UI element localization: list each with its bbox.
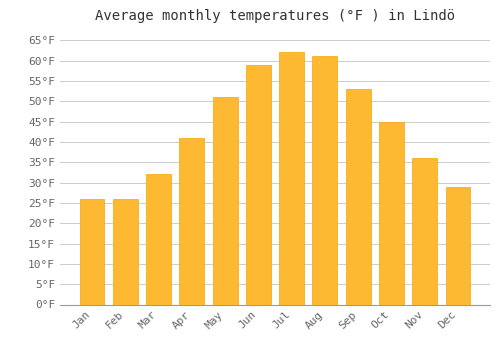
Title: Average monthly temperatures (°F ) in Lindö: Average monthly temperatures (°F ) in Li… [95, 9, 455, 23]
Bar [113, 199, 138, 304]
Bar [379, 121, 404, 304]
Bar [246, 65, 271, 304]
Bar [80, 199, 104, 304]
Bar [279, 52, 304, 304]
Bar [412, 158, 437, 304]
Bar [346, 89, 370, 304]
Bar [446, 187, 470, 304]
Bar [146, 174, 171, 304]
Bar [180, 138, 204, 304]
Bar [312, 56, 338, 304]
Bar [212, 97, 238, 304]
